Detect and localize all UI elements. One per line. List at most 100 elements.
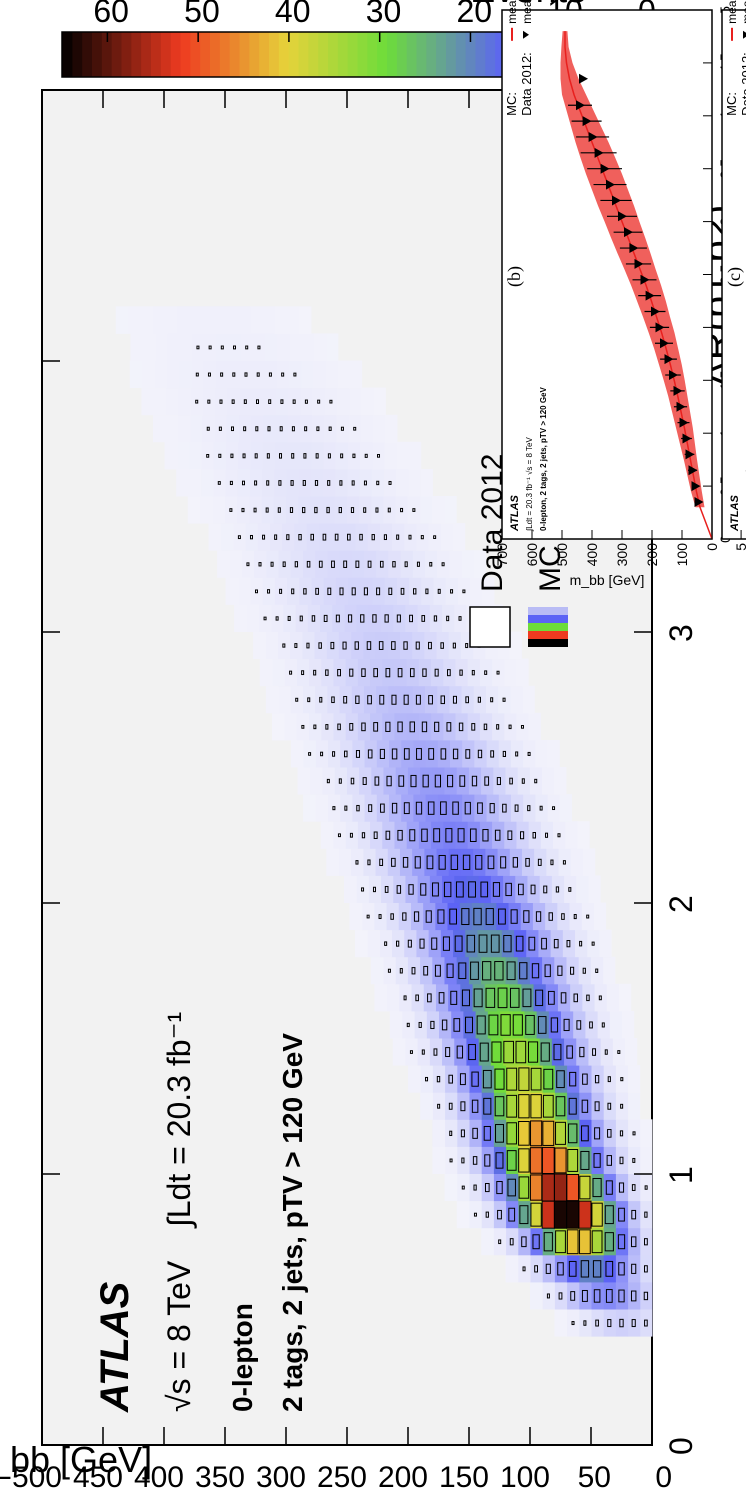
heatmap-cell	[334, 495, 347, 524]
data-box	[278, 480, 282, 486]
heatmap-cell	[327, 739, 341, 768]
heatmap-cell	[639, 1281, 653, 1310]
data-box	[490, 750, 495, 758]
legend-mc-swatch-2	[528, 631, 568, 639]
data-box	[289, 507, 294, 513]
data-box	[339, 480, 343, 486]
heatmap-cell	[203, 360, 216, 389]
data-box	[207, 399, 211, 404]
heatmap-cell	[399, 631, 413, 660]
data-box	[598, 995, 602, 1001]
heatmap-cell	[362, 848, 376, 876]
heatmap-cell	[239, 360, 253, 389]
data-box	[568, 1260, 577, 1277]
heatmap-cell	[351, 794, 365, 822]
heatmap-cell	[176, 468, 189, 497]
heatmap-cell	[587, 1038, 601, 1066]
data-box	[479, 1042, 489, 1062]
heatmap-cell	[178, 387, 191, 416]
data-box	[471, 723, 476, 731]
heatmap-cell	[326, 685, 340, 714]
data-box	[593, 1289, 601, 1303]
heatmap-cell	[443, 956, 457, 985]
y-tick-label: 100	[674, 543, 690, 567]
heatmap-cell	[273, 468, 287, 497]
heatmap-cell	[542, 1092, 555, 1120]
heatmap-cell	[226, 387, 240, 416]
data-box	[592, 1048, 597, 1056]
colorbar-step	[180, 32, 191, 77]
data-box	[361, 722, 366, 732]
colorbar-step	[455, 32, 466, 77]
heatmap-cell	[392, 875, 406, 903]
heatmap-cell	[436, 685, 450, 714]
heatmap-cell	[289, 333, 302, 361]
data-box	[465, 749, 471, 759]
heatmap-cell	[554, 1173, 568, 1202]
data-box	[440, 801, 447, 815]
data-point	[612, 195, 621, 206]
heatmap-cell	[232, 523, 246, 551]
data-box	[483, 1097, 492, 1115]
heatmap-cell	[456, 1092, 470, 1120]
heatmap-cell	[456, 766, 469, 795]
data-box	[529, 1174, 543, 1201]
data-point	[624, 227, 633, 238]
heatmap-cell	[324, 387, 338, 416]
heatmap-cell	[428, 523, 441, 551]
heatmap-cell	[493, 1065, 507, 1093]
data-box	[268, 399, 272, 404]
data-point	[694, 496, 704, 507]
heatmap-cell	[140, 306, 153, 334]
data-box	[494, 961, 504, 981]
heatmap-cell	[214, 414, 227, 443]
data-box	[483, 1125, 491, 1141]
data-point	[691, 481, 701, 492]
heatmap-cell	[615, 1173, 629, 1202]
data-box	[344, 750, 348, 758]
data-box	[452, 801, 459, 815]
heatmap-cell	[578, 1200, 592, 1229]
data-box	[392, 561, 396, 568]
data-box	[208, 345, 212, 350]
data-box	[518, 1067, 530, 1091]
heatmap-cell	[302, 550, 316, 578]
heatmap-cell	[586, 929, 600, 958]
data-box	[374, 776, 380, 786]
colorbar-step	[386, 32, 397, 77]
heatmap-cell	[615, 1200, 629, 1229]
heatmap-cell	[299, 414, 313, 443]
data-point	[669, 370, 678, 381]
heatmap-cell	[239, 387, 252, 416]
heatmap-cell	[485, 685, 499, 714]
colorbar-step	[357, 32, 368, 77]
heatmap-cell	[176, 306, 190, 334]
heatmap-cell	[493, 1173, 507, 1202]
heatmap-cell	[497, 848, 510, 876]
colorbar-step	[465, 32, 476, 77]
data-box	[327, 453, 331, 459]
heatmap-cell	[297, 495, 311, 524]
data-box	[244, 372, 248, 377]
data-point	[629, 243, 639, 254]
heatmap-cell	[420, 1092, 433, 1120]
heatmap-cell	[495, 902, 509, 931]
heatmap-cell	[141, 387, 155, 416]
heatmap-cell	[303, 739, 316, 768]
heatmap-cell	[444, 1119, 458, 1147]
heatmap-cell	[432, 1092, 446, 1120]
heatmap-cell	[215, 360, 228, 389]
heatmap-cell	[393, 821, 407, 849]
heatmap-cell	[627, 1092, 641, 1120]
heatmap-cell	[603, 1065, 616, 1093]
heatmap-cell	[370, 495, 384, 524]
heatmap-cell	[326, 848, 339, 876]
heatmap-cell	[404, 604, 418, 632]
heatmap-cell	[419, 766, 433, 795]
data-point	[679, 417, 689, 428]
heatmap-cell	[522, 739, 536, 768]
heatmap-cell	[515, 821, 529, 849]
data-box	[503, 935, 512, 953]
data-box	[495, 1152, 504, 1169]
data-box	[257, 345, 261, 350]
